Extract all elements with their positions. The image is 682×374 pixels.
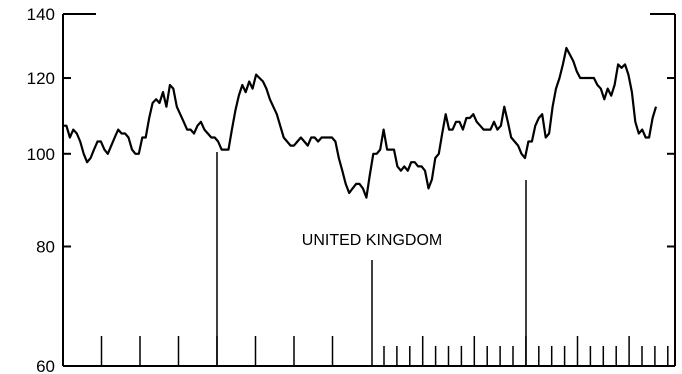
chart-frame (62, 13, 676, 367)
y-tick-label: 80 (36, 237, 55, 256)
y-tick-label: 60 (36, 357, 55, 374)
y-tick-label: 100 (27, 145, 55, 164)
series-line (63, 46, 658, 199)
y-axis: 60 80 100 120 140 (27, 5, 675, 374)
x-axis-ticks (100, 336, 669, 366)
country-annotation: UNITED KINGDOM (302, 232, 442, 249)
period-dividers (216, 152, 527, 366)
series-layer (63, 46, 658, 199)
y-tick-label: 140 (27, 5, 55, 24)
y-tick-label: 120 (27, 69, 55, 88)
